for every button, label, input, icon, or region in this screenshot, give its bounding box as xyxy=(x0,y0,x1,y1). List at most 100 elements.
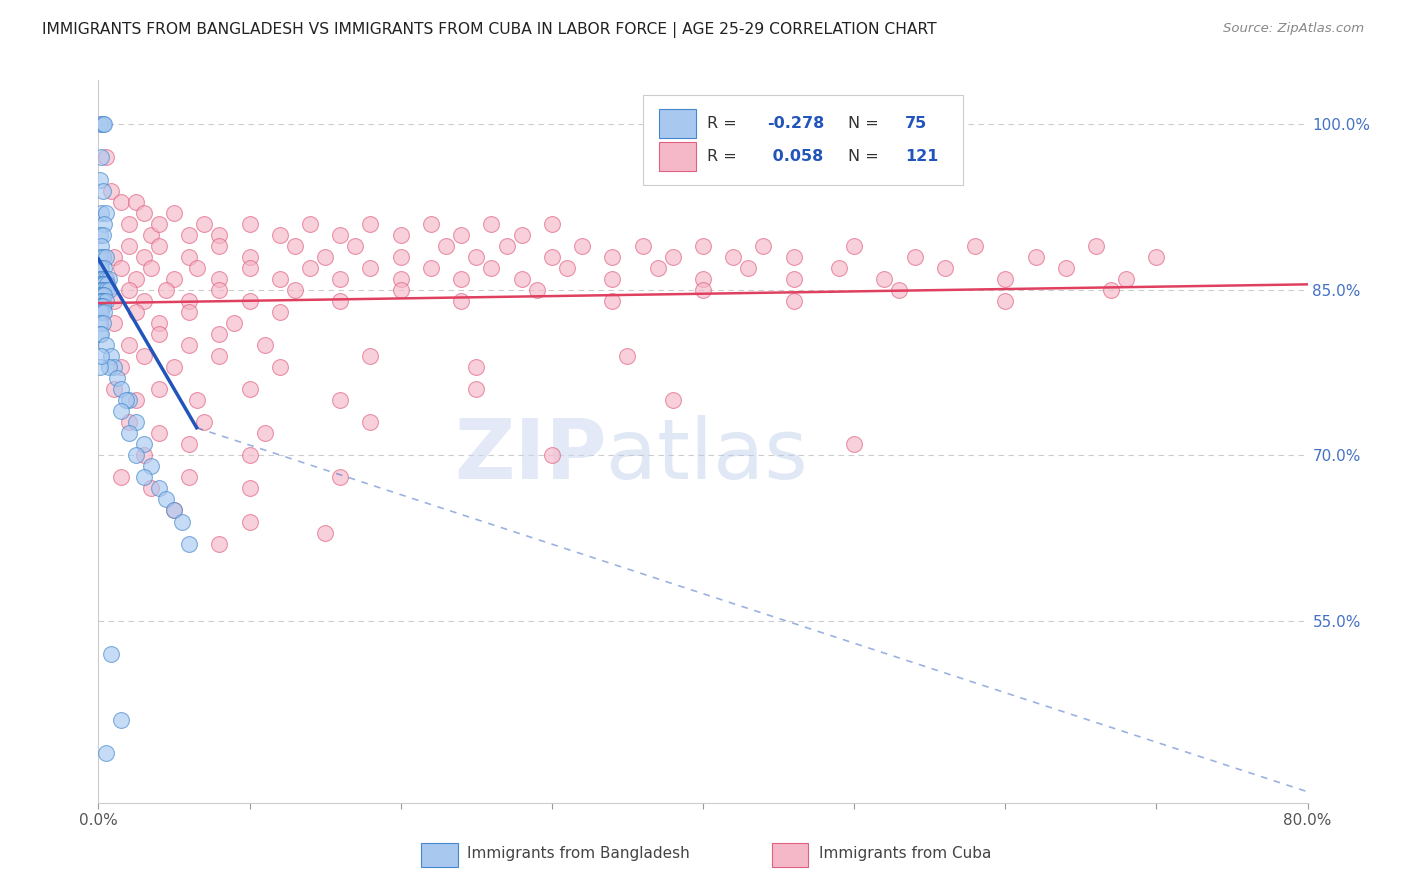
Point xyxy=(239,515,262,529)
Point xyxy=(420,260,443,275)
Point xyxy=(239,382,262,396)
Point xyxy=(110,713,132,727)
Point xyxy=(103,293,125,308)
Point xyxy=(450,293,472,308)
Point xyxy=(94,272,117,286)
Point xyxy=(329,293,352,308)
Point xyxy=(89,283,111,297)
FancyBboxPatch shape xyxy=(659,109,696,138)
Point xyxy=(110,360,132,375)
Point xyxy=(90,349,112,363)
Point xyxy=(314,250,336,264)
Point xyxy=(450,227,472,242)
Point xyxy=(269,227,291,242)
Point xyxy=(1115,272,1137,286)
Point xyxy=(465,250,488,264)
Point xyxy=(1099,283,1122,297)
Point xyxy=(186,260,208,275)
Point xyxy=(360,217,382,231)
Point xyxy=(98,283,121,297)
Point xyxy=(110,194,132,209)
Point xyxy=(1085,238,1108,252)
Text: 121: 121 xyxy=(905,149,938,163)
Point xyxy=(90,272,112,286)
Point xyxy=(110,404,132,418)
Point xyxy=(89,288,111,302)
Point xyxy=(118,238,141,252)
Point xyxy=(132,349,155,363)
Point xyxy=(91,293,114,308)
Point xyxy=(389,227,412,242)
Point xyxy=(224,316,246,330)
Point xyxy=(540,448,562,462)
Point xyxy=(208,238,231,252)
Point xyxy=(91,283,114,297)
Point xyxy=(239,217,262,231)
Point xyxy=(94,338,117,352)
Point xyxy=(91,227,114,242)
Point xyxy=(481,217,503,231)
Point xyxy=(94,293,117,308)
Point xyxy=(783,272,806,286)
Point xyxy=(91,117,114,131)
Point xyxy=(239,260,262,275)
Point xyxy=(179,293,201,308)
Point xyxy=(904,250,927,264)
Point xyxy=(132,205,155,219)
Point xyxy=(179,470,201,484)
FancyBboxPatch shape xyxy=(643,95,963,185)
Point xyxy=(105,371,128,385)
Point xyxy=(132,470,155,484)
Point xyxy=(602,272,624,286)
Point xyxy=(148,238,170,252)
Point xyxy=(148,326,170,341)
Point xyxy=(571,238,593,252)
Point xyxy=(783,250,806,264)
Text: -0.278: -0.278 xyxy=(768,116,824,131)
Point xyxy=(125,393,148,408)
Point xyxy=(91,277,114,292)
Point xyxy=(89,117,111,131)
Point xyxy=(873,272,896,286)
Point xyxy=(89,260,111,275)
Point xyxy=(269,272,291,286)
Point xyxy=(89,300,111,314)
Point xyxy=(420,217,443,231)
Point xyxy=(94,250,117,264)
Point xyxy=(110,382,132,396)
Point xyxy=(329,272,352,286)
Point xyxy=(89,293,111,308)
Point xyxy=(360,349,382,363)
Point xyxy=(269,360,291,375)
Point xyxy=(94,272,117,286)
Point xyxy=(118,426,141,441)
Point xyxy=(148,316,170,330)
Point xyxy=(163,360,186,375)
Point xyxy=(90,205,112,219)
Point xyxy=(91,316,114,330)
Point xyxy=(148,382,170,396)
Point xyxy=(465,382,488,396)
Point xyxy=(90,300,112,314)
Point xyxy=(889,283,911,297)
Point xyxy=(179,305,201,319)
FancyBboxPatch shape xyxy=(772,843,808,867)
Point xyxy=(344,238,367,252)
Point xyxy=(844,437,866,451)
Point xyxy=(100,184,122,198)
Point xyxy=(90,283,112,297)
Point xyxy=(616,349,638,363)
Text: N =: N = xyxy=(848,116,879,131)
Point xyxy=(510,227,533,242)
Point xyxy=(91,184,114,198)
Point xyxy=(89,277,111,292)
Point xyxy=(1024,250,1046,264)
Point xyxy=(89,272,111,286)
Point xyxy=(208,349,231,363)
Point xyxy=(110,260,132,275)
Point xyxy=(284,283,307,297)
Point xyxy=(329,227,352,242)
Point xyxy=(752,238,775,252)
Point xyxy=(239,293,262,308)
Point xyxy=(94,205,117,219)
